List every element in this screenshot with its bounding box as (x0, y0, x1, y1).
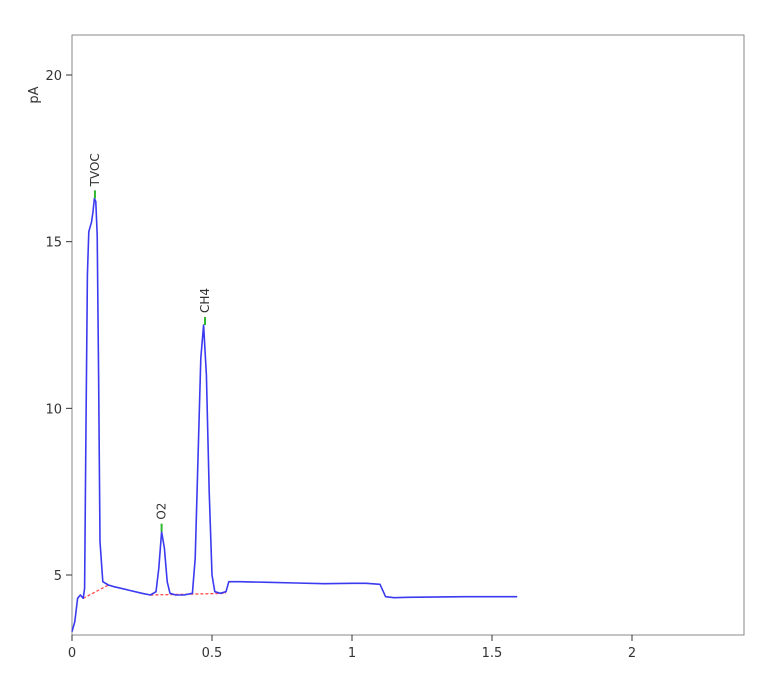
y-axis-label: pA (27, 86, 42, 103)
peak-label: O2 (155, 503, 169, 520)
y-tick-label: 15 (45, 236, 62, 251)
x-tick-label: 0 (68, 646, 76, 661)
x-tick-label: 1.5 (482, 646, 503, 661)
signal-line (71, 197, 518, 632)
peak-label: TVOC (88, 153, 102, 187)
peak-label: CH4 (198, 288, 212, 313)
x-tick-label: 2 (628, 646, 636, 661)
plot-frame (71, 34, 745, 636)
x-tick-label: 0.5 (202, 646, 223, 661)
y-tick-label: 20 (45, 69, 62, 84)
y-tick-label: 5 (54, 569, 62, 584)
y-tick-label: 10 (45, 402, 62, 417)
x-tick-label: 1 (348, 646, 356, 661)
